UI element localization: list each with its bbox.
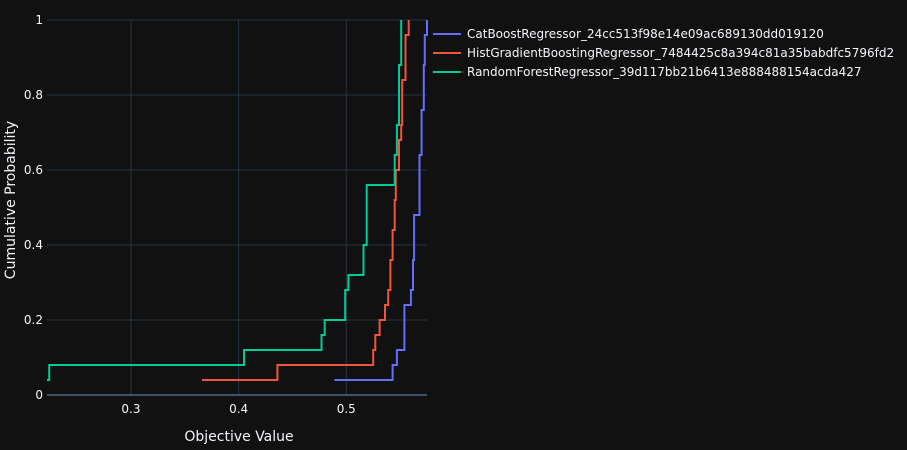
x-tick-label: 0.4: [229, 402, 248, 416]
legend-item-0[interactable]: CatBoostRegressor_24cc513f98e14e09ac6891…: [433, 27, 824, 41]
axis-ticks: 0 0.2 0.4 0.6 0.8 1 0.3 0.4 0.5: [24, 13, 356, 416]
y-tick-label: 0.8: [24, 88, 43, 102]
series-line-1[interactable]: [202, 20, 410, 381]
plot-area: [47, 20, 428, 381]
series-line-0[interactable]: [334, 20, 428, 381]
legend-label: HistGradientBoostingRegressor_7484425c8a…: [467, 46, 894, 60]
x-tick-label: 0.5: [337, 402, 356, 416]
y-tick-label: 0.2: [24, 313, 43, 327]
x-axis-title: Objective Value: [184, 429, 293, 445]
y-tick-label: 0: [35, 388, 43, 402]
y-tick-label: 0.6: [24, 163, 43, 177]
y-tick-label: 0.4: [24, 238, 43, 252]
gridlines: [47, 19, 427, 396]
legend-label: CatBoostRegressor_24cc513f98e14e09ac6891…: [467, 27, 824, 41]
x-tick-label: 0.3: [121, 402, 140, 416]
legend-item-1[interactable]: HistGradientBoostingRegressor_7484425c8a…: [433, 46, 894, 60]
y-axis-title: Cumulative Probability: [3, 121, 19, 279]
series-line-2[interactable]: [47, 20, 403, 381]
legend-item-2[interactable]: RandomForestRegressor_39d117bb21b6413e88…: [433, 65, 862, 79]
legend-label: RandomForestRegressor_39d117bb21b6413e88…: [467, 65, 862, 79]
y-tick-label: 1: [35, 13, 43, 27]
legend[interactable]: CatBoostRegressor_24cc513f98e14e09ac6891…: [433, 27, 894, 79]
